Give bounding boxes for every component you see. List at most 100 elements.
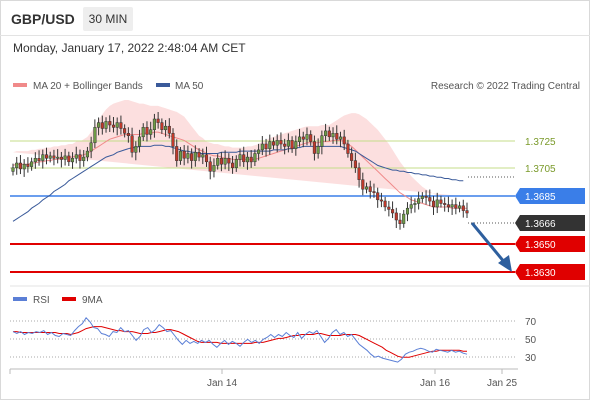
candle-body	[137, 136, 142, 147]
timeframe-button[interactable]: 30 MIN	[83, 7, 133, 31]
candle	[253, 149, 257, 166]
bollinger-legend-swatch	[13, 83, 27, 87]
candle	[234, 155, 238, 172]
candle	[387, 200, 391, 217]
rsi-legend-label: RSI	[33, 295, 50, 306]
candle-body	[327, 130, 331, 138]
candle-body	[160, 122, 164, 130]
candle	[182, 145, 186, 166]
candle-body	[368, 186, 372, 192]
support-tag-1: 1.3650	[515, 236, 585, 252]
candle	[260, 136, 264, 156]
candle	[431, 195, 436, 215]
candle	[346, 139, 350, 158]
candle-body	[353, 160, 357, 168]
candle-body	[357, 167, 361, 180]
resistance-label-2: 1.3705	[525, 164, 556, 175]
copyright-label: Research © 2022 Trading Central	[431, 81, 580, 92]
candle	[364, 182, 369, 194]
candle	[82, 150, 86, 167]
candle	[97, 117, 101, 136]
resistance-label-1: 1.3725	[525, 137, 556, 148]
candle-body	[264, 143, 268, 150]
candle-body	[41, 154, 45, 161]
candle-body	[149, 129, 153, 135]
candle	[379, 192, 383, 208]
candle	[145, 121, 149, 142]
forecast-arrow	[470, 222, 512, 272]
candle-body	[294, 141, 298, 149]
candle-body	[312, 141, 316, 154]
candle-body	[167, 125, 171, 134]
candle-body	[48, 155, 52, 159]
candle-body	[405, 207, 410, 215]
candle-body	[446, 204, 450, 208]
candle-body	[324, 130, 328, 136]
candle	[357, 162, 361, 188]
candle-body	[67, 155, 71, 163]
candle	[405, 202, 410, 222]
candle-body	[286, 140, 290, 147]
candle-body	[11, 167, 15, 172]
candle-body	[37, 158, 41, 161]
candle-body	[245, 156, 249, 163]
candle-body	[156, 118, 160, 123]
candle	[134, 141, 138, 161]
candle-body	[271, 141, 276, 146]
candle-body	[465, 210, 469, 214]
candle	[361, 172, 365, 196]
candle-body	[268, 141, 272, 149]
candle-body	[208, 161, 212, 172]
candle-body	[309, 134, 313, 142]
candle	[115, 117, 119, 136]
candle-body	[130, 135, 134, 153]
rsi-ma-legend-label: 9MA	[82, 295, 103, 306]
candle-body	[231, 162, 235, 169]
candle	[413, 198, 417, 213]
candle-body	[417, 198, 421, 204]
candle-body	[93, 127, 97, 144]
candle	[41, 149, 45, 169]
candle-body	[33, 158, 37, 163]
candle-body	[100, 122, 104, 129]
candle	[428, 189, 432, 207]
candle	[137, 129, 142, 153]
candle	[297, 128, 302, 147]
candle-body	[227, 158, 231, 164]
candle-body	[376, 192, 380, 201]
ma50-legend-swatch	[156, 83, 170, 87]
candle	[461, 199, 465, 218]
candle-body	[279, 140, 283, 145]
chart-header: GBP/USD 30 MIN	[0, 0, 590, 36]
rsi-line	[12, 317, 468, 363]
candle-body	[387, 206, 391, 210]
candle	[193, 145, 197, 167]
candle	[111, 117, 116, 133]
candle-body	[126, 133, 130, 136]
candle	[391, 201, 395, 219]
candle-body	[435, 199, 439, 208]
candle-body	[394, 212, 398, 221]
candle	[78, 149, 82, 169]
candle	[100, 115, 104, 135]
candle	[417, 191, 421, 210]
candle-body	[190, 153, 194, 161]
candle	[186, 145, 190, 164]
candle-body	[275, 140, 279, 146]
pivot-label: 1.3685	[525, 192, 556, 203]
rsi-tick-30: 30	[525, 353, 537, 364]
candle-body	[56, 156, 60, 159]
candle-body	[186, 153, 190, 159]
candle-body	[301, 136, 305, 140]
x-tick-label-jan14: Jan 14	[207, 378, 237, 389]
candle-body	[428, 197, 432, 202]
candle-body	[30, 161, 34, 167]
candle-body	[197, 152, 201, 158]
pivot-tag: 1.3685	[515, 188, 585, 204]
candle-body	[63, 155, 67, 160]
rsi-ma-line	[13, 326, 467, 358]
candle	[420, 192, 424, 203]
candle	[164, 120, 168, 137]
candle-body	[70, 158, 75, 163]
candle-body	[182, 150, 186, 159]
